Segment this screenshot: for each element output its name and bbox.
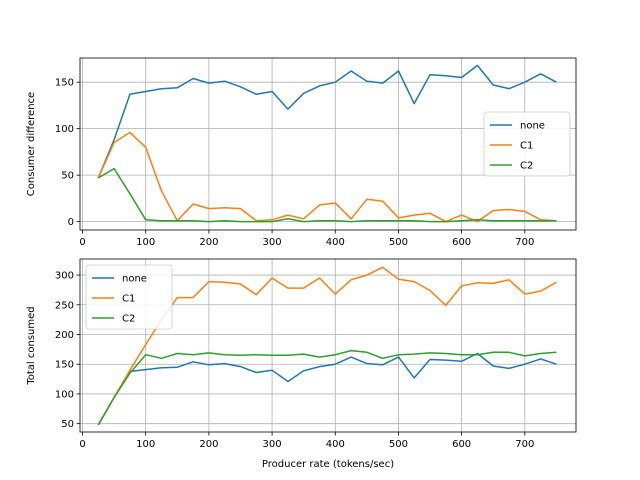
x-tick-label: 300 xyxy=(263,237,282,248)
y-tick-label: 150 xyxy=(55,78,74,89)
legend-label-c2: C2 xyxy=(520,161,533,172)
y-tick-label: 50 xyxy=(61,419,74,430)
legend-label-c1: C1 xyxy=(520,141,533,152)
y-tick-label: 250 xyxy=(55,300,74,311)
legend-box xyxy=(483,111,571,177)
legend: none C1 C2 xyxy=(483,111,571,177)
x-tick-label: 100 xyxy=(136,439,155,450)
series-line-c2 xyxy=(97,167,557,223)
legend-label-c2: C2 xyxy=(122,314,135,325)
x-tick-label: 200 xyxy=(199,237,218,248)
x-tick-label: 600 xyxy=(452,439,471,450)
x-axis-label: Producer rate (tokens/sec) xyxy=(262,459,394,470)
x-tick-label: 700 xyxy=(515,439,534,450)
y-tick-label: 100 xyxy=(55,389,74,400)
x-tick-label: 300 xyxy=(263,439,282,450)
y-tick-label: 50 xyxy=(61,171,74,182)
plot-frame xyxy=(79,57,577,231)
y-axis-label: Consumer difference xyxy=(26,92,37,196)
legend-label-none: none xyxy=(122,274,147,285)
y-tick-label: 0 xyxy=(68,217,74,228)
plot-frame xyxy=(79,258,577,433)
legend-label-none: none xyxy=(520,121,545,132)
legend-label-c1: C1 xyxy=(122,294,135,305)
x-tick-label: 600 xyxy=(452,237,471,248)
chart-total-consumed: 0 100 200 300 400 500 600 700 50 100 150 200 250 300 T… xyxy=(26,258,577,470)
x-tick-label: 100 xyxy=(136,237,155,248)
x-tick-label: 500 xyxy=(389,237,408,248)
x-tick-label: 500 xyxy=(389,439,408,450)
x-tick-label: 0 xyxy=(79,439,85,450)
x-tick-label: 400 xyxy=(326,439,345,450)
series-line-c1 xyxy=(97,266,557,426)
y-tick-label: 100 xyxy=(55,124,74,135)
series-line-c2 xyxy=(97,349,557,426)
legend-box xyxy=(85,264,173,330)
series-line-none xyxy=(97,64,557,179)
series-line-none xyxy=(97,352,557,426)
x-tick-label: 400 xyxy=(326,237,345,248)
y-tick-label: 300 xyxy=(55,271,74,282)
y-tick-label: 150 xyxy=(55,360,74,371)
x-tick-label: 700 xyxy=(515,237,534,248)
x-tick-label: 200 xyxy=(199,439,218,450)
y-tick-label: 200 xyxy=(55,330,74,341)
x-tick-label: 0 xyxy=(79,237,85,248)
y-axis-label: Total consumed xyxy=(26,306,37,385)
legend: none C1 C2 xyxy=(85,264,173,330)
chart-consumer-difference: 0 100 200 300 400 500 600 700 0 50 100 150 Consumer … xyxy=(26,57,577,248)
